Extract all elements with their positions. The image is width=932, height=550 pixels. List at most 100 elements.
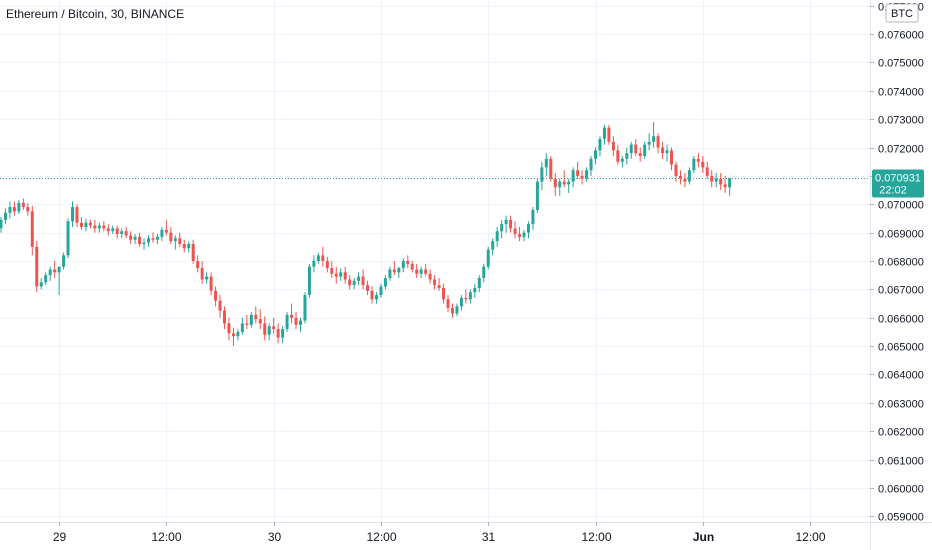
candle-body (638, 153, 642, 157)
candle-body (477, 278, 481, 288)
time-axis[interactable]: 29 12:00 30 12:00 31 12:00 Jun 12:00 (0, 522, 932, 544)
candle (683, 173, 687, 188)
candle-body (374, 295, 378, 300)
candle (30, 205, 34, 256)
candle-body (62, 255, 66, 267)
time-tick-label: 12:00 (795, 530, 825, 544)
price-tick-label: 0.075000 (878, 58, 924, 70)
candle (133, 234, 137, 244)
candle-body (352, 280, 356, 286)
candle (173, 235, 177, 250)
candle-body (245, 323, 249, 325)
candle-body (692, 158, 696, 171)
candle (643, 141, 647, 159)
candle (236, 329, 240, 341)
candle (522, 229, 526, 242)
candle-body (298, 320, 302, 325)
candle-body (629, 144, 633, 154)
candle (187, 241, 191, 253)
time-tick-label: Jun (693, 530, 714, 544)
candle (450, 303, 454, 318)
candle-body (616, 150, 620, 162)
candle-body (366, 285, 370, 291)
candle (366, 280, 370, 296)
candle-body (330, 268, 334, 274)
candle (656, 133, 660, 154)
candle-body (196, 261, 200, 269)
candle-body (728, 177, 732, 188)
candle-body (446, 299, 450, 308)
time-tick-label: 31 (482, 530, 496, 544)
candle-body (254, 314, 258, 320)
candle (392, 261, 396, 276)
candle-body (8, 207, 12, 213)
candle-body (285, 314, 289, 330)
time-tick-label: 30 (268, 530, 282, 544)
candle-body (602, 127, 606, 140)
candle (419, 266, 423, 279)
candle-body (160, 229, 164, 237)
candle-body (620, 158, 624, 162)
candle (245, 314, 249, 330)
symbol-legend[interactable]: Ethereum / Bitcoin, 30, BINANCE (6, 7, 184, 21)
candle-body (214, 290, 218, 301)
candle-body (57, 266, 61, 273)
candle-body (343, 272, 347, 280)
candle (652, 121, 656, 148)
candle (303, 292, 307, 324)
candle-body (169, 232, 173, 242)
time-tick-label: 12:00 (366, 530, 396, 544)
candle-body (674, 164, 678, 176)
candle-body (678, 175, 682, 179)
candle-body (701, 161, 705, 168)
candle-body (491, 241, 495, 250)
candle (12, 201, 16, 216)
candle (379, 283, 383, 298)
candle-body (240, 323, 244, 332)
candle-body (683, 178, 687, 182)
candle-body (464, 297, 468, 300)
candle (500, 219, 504, 239)
candle-body (102, 225, 106, 229)
candle (428, 269, 432, 284)
candle (585, 167, 589, 182)
candle (558, 178, 562, 196)
candle-body (44, 275, 48, 283)
candle-body (383, 278, 387, 287)
candle (240, 317, 244, 335)
candle-body (97, 225, 101, 229)
candle (701, 156, 705, 174)
candle-body (670, 150, 673, 165)
candle-body (84, 222, 88, 227)
candle-body (500, 224, 504, 232)
candle (446, 295, 450, 313)
candle-body (406, 261, 410, 264)
price-axis[interactable]: 0.059000 0.060000 0.061000 0.062000 0.063000… (870, 0, 924, 550)
candle (468, 289, 472, 304)
candle (580, 170, 584, 185)
candle (129, 231, 133, 244)
candle-body (585, 170, 589, 179)
candle (272, 317, 276, 334)
candle (509, 215, 513, 233)
candle (267, 323, 271, 341)
candle (93, 219, 97, 233)
candle-body (401, 261, 405, 269)
candle-body (93, 225, 97, 229)
candle (339, 268, 343, 281)
candle (71, 201, 75, 227)
candle (39, 278, 43, 290)
candle (276, 323, 280, 344)
candle (567, 178, 571, 193)
candle-body (39, 282, 43, 287)
candle (535, 178, 539, 213)
candle (616, 144, 620, 165)
candle-body (164, 229, 168, 233)
candle (625, 147, 629, 165)
candle (374, 292, 378, 304)
candle-body (468, 292, 472, 300)
candle (294, 312, 298, 330)
candle (290, 303, 294, 324)
candle-body (357, 276, 361, 281)
